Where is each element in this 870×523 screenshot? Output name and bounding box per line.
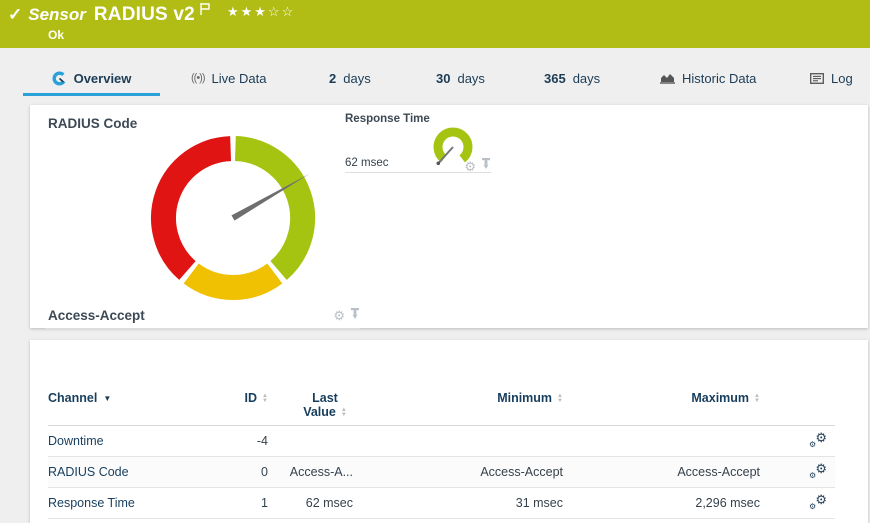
tab-number: 365 bbox=[544, 70, 566, 86]
channel-last-value bbox=[268, 425, 353, 457]
tab-number: 30 bbox=[436, 70, 451, 86]
tab-label: days bbox=[572, 70, 601, 86]
response-time-widget: Response Time 62 msec ⚙ bbox=[345, 113, 491, 173]
channel-name[interactable]: RADIUS Code bbox=[48, 456, 178, 488]
channel-settings-icon[interactable]: ⚙ ⚙ bbox=[809, 429, 827, 449]
channel-last-value: Access-A... bbox=[268, 456, 353, 488]
gauge-segment-error bbox=[151, 136, 232, 280]
gauge-segment-ok bbox=[234, 136, 316, 280]
channel-settings-icon[interactable]: ⚙ ⚙ bbox=[809, 460, 827, 480]
tab-label: Overview bbox=[73, 71, 132, 86]
gauge-segment-warning bbox=[183, 263, 283, 300]
sensor-title: RADIUS v2 bbox=[93, 4, 195, 25]
channel-id: -4 bbox=[178, 425, 268, 457]
tab-overview[interactable]: Overview bbox=[23, 64, 160, 96]
main-gauge-value: Access-Accept bbox=[48, 308, 145, 323]
mini-gauge-arc bbox=[433, 127, 473, 163]
channel-name[interactable]: Downtime bbox=[48, 425, 178, 457]
sort-icon: ▲ ▼ bbox=[340, 406, 347, 418]
channel-id: 1 bbox=[178, 487, 268, 519]
col-header-channel[interactable]: Channel ▼ bbox=[48, 378, 178, 426]
tab-label: days bbox=[343, 70, 371, 86]
status-badge: Ok bbox=[48, 28, 65, 42]
main-gauge-footer: Access-Accept ⚙ bbox=[45, 303, 360, 329]
gear-icon[interactable]: ⚙ bbox=[464, 158, 476, 174]
chevron-down-icon: ▼ bbox=[103, 394, 112, 404]
col-header-id[interactable]: ID ▲ ▼ bbox=[178, 378, 268, 426]
channel-minimum: Access-Accept bbox=[353, 456, 563, 488]
channels-table: Channel ▼ ID ▲ ▼ Last Value ▲ ▼ Minimum ▲ ▼ Max… bbox=[48, 378, 835, 519]
mini-gauge-value: 62 msec bbox=[345, 157, 389, 169]
gauge-needle bbox=[231, 174, 310, 221]
col-header-maximum[interactable]: Maximum ▲ ▼ bbox=[563, 378, 760, 426]
mini-gauge-needle bbox=[437, 146, 454, 164]
table-row: Response Time 1 62 msec 31 msec 2,296 ms… bbox=[48, 487, 835, 519]
tab-2-days[interactable]: 2 days bbox=[329, 64, 371, 92]
sort-icon: ▲ ▼ bbox=[262, 392, 268, 404]
log-list-icon bbox=[810, 72, 824, 84]
col-header-minimum[interactable]: Minimum ▲ ▼ bbox=[353, 378, 563, 426]
table-row: RADIUS Code 0 Access-A... Access-Accept … bbox=[48, 456, 835, 488]
tab-365-days[interactable]: 365 days bbox=[544, 64, 600, 92]
channels-panel: Channel ▼ ID ▲ ▼ Last Value ▲ ▼ Minimum ▲ ▼ Max… bbox=[30, 340, 868, 523]
broadcast-icon: ((•)) bbox=[191, 72, 205, 84]
tab-label: Log bbox=[831, 70, 853, 86]
channel-name[interactable]: Response Time bbox=[48, 487, 178, 519]
priority-stars[interactable]: ★★★☆☆ bbox=[226, 4, 296, 19]
radius-code-gauge bbox=[151, 136, 316, 300]
flag-icon[interactable] bbox=[199, 2, 211, 21]
channel-maximum bbox=[563, 425, 760, 457]
sort-icon: ▲ ▼ bbox=[754, 392, 760, 404]
sort-icon: ▲ ▼ bbox=[557, 392, 563, 404]
tab-bar: Overview ((•)) Live Data 2 days 30 days … bbox=[0, 48, 870, 104]
sensor-kind-label: Sensor bbox=[28, 5, 86, 24]
tab-label: Live Data bbox=[211, 70, 267, 86]
tab-number: 2 bbox=[329, 70, 337, 86]
main-gauge-title: RADIUS Code bbox=[48, 116, 138, 131]
channel-minimum bbox=[353, 425, 563, 457]
gauges-panel: RADIUS Code Access-Accept ⚙ Response Tim… bbox=[30, 105, 868, 329]
tab-live-data[interactable]: ((•)) Live Data bbox=[191, 64, 266, 92]
area-chart-icon bbox=[660, 72, 675, 84]
response-time-gauge bbox=[433, 127, 473, 166]
tab-historic-data[interactable]: Historic Data bbox=[660, 64, 756, 92]
col-header-settings bbox=[760, 378, 835, 426]
channel-maximum: 2,296 msec bbox=[563, 487, 760, 519]
channel-maximum: Access-Accept bbox=[563, 456, 760, 488]
channel-minimum: 31 msec bbox=[353, 487, 563, 519]
tab-label: Historic Data bbox=[682, 70, 757, 86]
col-header-last-value[interactable]: Last Value ▲ ▼ bbox=[268, 378, 353, 426]
table-row: Downtime -4 ⚙ ⚙ bbox=[48, 425, 835, 457]
pin-icon[interactable] bbox=[481, 157, 491, 175]
sensor-header: ✓ Sensor RADIUS v2 ★★★☆☆ Ok bbox=[0, 0, 870, 48]
mini-gauge-title: Response Time bbox=[345, 113, 430, 125]
tab-30-days[interactable]: 30 days bbox=[436, 64, 485, 92]
tab-label: days bbox=[457, 70, 485, 86]
channel-settings-icon[interactable]: ⚙ ⚙ bbox=[809, 491, 827, 511]
ok-check-icon: ✓ bbox=[8, 5, 23, 24]
pin-icon[interactable] bbox=[350, 307, 360, 325]
tab-log[interactable]: Log bbox=[810, 64, 853, 92]
channel-last-value: 62 msec bbox=[268, 487, 353, 519]
gear-icon[interactable]: ⚙ bbox=[333, 308, 345, 323]
channel-id: 0 bbox=[178, 456, 268, 488]
table-header-row: Channel ▼ ID ▲ ▼ Last Value ▲ ▼ Minimum ▲ ▼ Max… bbox=[48, 378, 835, 426]
gauge-icon bbox=[52, 71, 67, 86]
